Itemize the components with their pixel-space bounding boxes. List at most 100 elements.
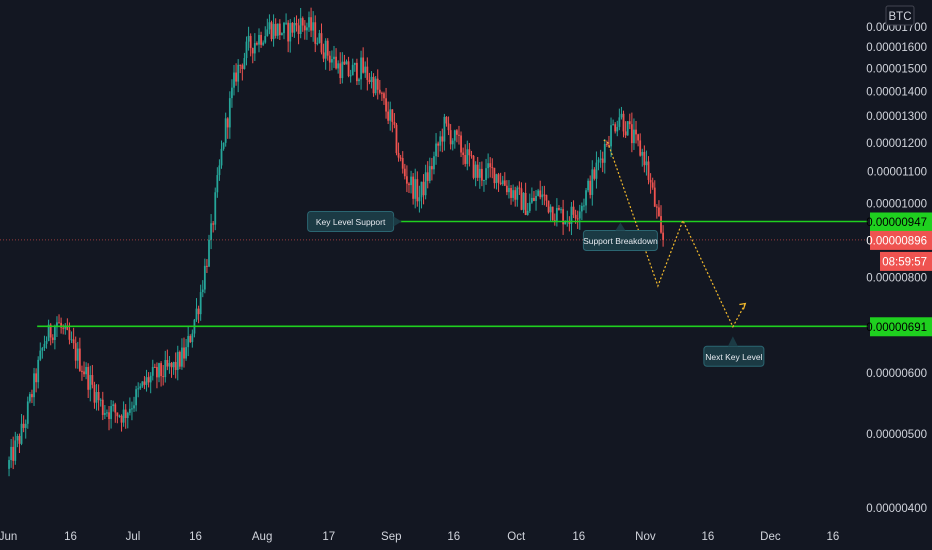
candle-body	[639, 140, 642, 156]
candle-body	[237, 64, 240, 82]
candle-body	[476, 164, 479, 178]
candle-body	[320, 33, 323, 53]
candle-body	[270, 22, 273, 40]
price-tag-bg	[870, 212, 932, 232]
candle-body	[568, 221, 571, 224]
projection-path	[603, 139, 747, 329]
candle-body	[256, 43, 258, 45]
candle-body	[306, 27, 308, 31]
candle-body	[128, 408, 131, 413]
candle-body	[35, 373, 38, 383]
candle-body	[455, 130, 458, 135]
candle-body	[391, 109, 394, 122]
candle-body	[224, 118, 227, 143]
candle-body	[170, 362, 173, 368]
candle-body	[214, 192, 217, 225]
candle-body	[337, 63, 340, 69]
candle-body	[26, 401, 29, 424]
candle-body	[593, 169, 596, 179]
candle-body	[10, 446, 13, 461]
candle-body	[405, 176, 408, 184]
annotations: Key Level Support Support Breakdown Next K…	[307, 210, 765, 367]
candle-body	[410, 176, 412, 186]
candle-body	[360, 57, 362, 80]
candle-body	[374, 78, 377, 94]
candle-body	[549, 206, 552, 213]
candle-body	[547, 200, 550, 213]
candle-body	[218, 165, 221, 176]
x-tick-label: Aug	[252, 531, 272, 543]
candle-body	[470, 155, 473, 157]
candle-body	[95, 392, 98, 403]
candle-body	[70, 339, 73, 341]
candle-body	[233, 72, 235, 88]
candle-body	[276, 23, 279, 36]
candle-body	[78, 348, 81, 371]
candle-body	[247, 35, 250, 42]
candle-body	[264, 36, 267, 43]
candle-body	[651, 182, 654, 188]
candle-body	[333, 56, 335, 60]
candle-body	[428, 166, 431, 181]
candle-body	[87, 366, 90, 390]
candle-body	[518, 187, 521, 189]
candle-body	[303, 25, 306, 31]
candle-body	[503, 180, 506, 186]
candle-body	[178, 351, 181, 367]
candle-body	[339, 63, 342, 79]
candle-body	[628, 121, 631, 125]
candle-body	[551, 206, 554, 221]
candle-body	[635, 129, 637, 135]
candle-body	[310, 17, 312, 31]
candle-body	[268, 22, 271, 30]
candle-body	[487, 163, 490, 169]
candle-body	[53, 327, 56, 340]
candle-body	[545, 194, 548, 201]
candle-body	[641, 152, 644, 156]
x-tick-label: Nov	[635, 531, 656, 543]
projection-arrowhead	[739, 302, 747, 310]
price-tag-bg	[870, 317, 932, 337]
candle-body	[39, 350, 42, 360]
candle-body	[385, 98, 387, 112]
price-axis[interactable]: 0.000017000.000016000.000015000.00001400…	[866, 22, 927, 515]
candle-body	[437, 143, 440, 146]
candle-body	[380, 92, 383, 94]
candle-body	[141, 381, 144, 387]
candle-body	[51, 337, 54, 340]
candles	[8, 7, 665, 477]
candle-body	[370, 76, 373, 82]
candle-body	[8, 460, 10, 469]
candle-body	[181, 347, 183, 367]
candle-body	[553, 220, 556, 222]
candle-body	[176, 351, 179, 370]
candle-body	[149, 375, 152, 383]
candle-body	[191, 333, 194, 343]
candle-body	[426, 172, 429, 181]
candle-body	[510, 188, 512, 198]
candle-body	[433, 156, 435, 170]
y-tick-label: 0.00001500	[866, 64, 927, 76]
candle-body	[524, 192, 527, 215]
candle-body	[649, 179, 652, 183]
candle-body	[491, 167, 494, 169]
candle-body	[560, 209, 562, 211]
y-tick-label: 0.00001400	[866, 87, 927, 99]
candle-body	[533, 197, 535, 201]
projection-line	[603, 139, 746, 329]
candle-body	[528, 202, 531, 211]
time-axis[interactable]: Jun 16 Jul 16 Aug 17 Sep 16 Oct 16 Nov 16 Dec 16	[0, 531, 839, 543]
candle-body	[562, 209, 565, 225]
candle-body	[653, 187, 656, 207]
candle-body	[135, 389, 138, 406]
candle-body	[499, 182, 502, 184]
candle-body	[68, 330, 71, 340]
candle-body	[441, 136, 444, 142]
candle-body	[576, 218, 579, 220]
candle-body	[660, 216, 662, 233]
candle-body	[468, 149, 471, 156]
candle-body	[258, 34, 260, 45]
candle-body	[203, 265, 206, 290]
candle-body	[47, 324, 50, 342]
